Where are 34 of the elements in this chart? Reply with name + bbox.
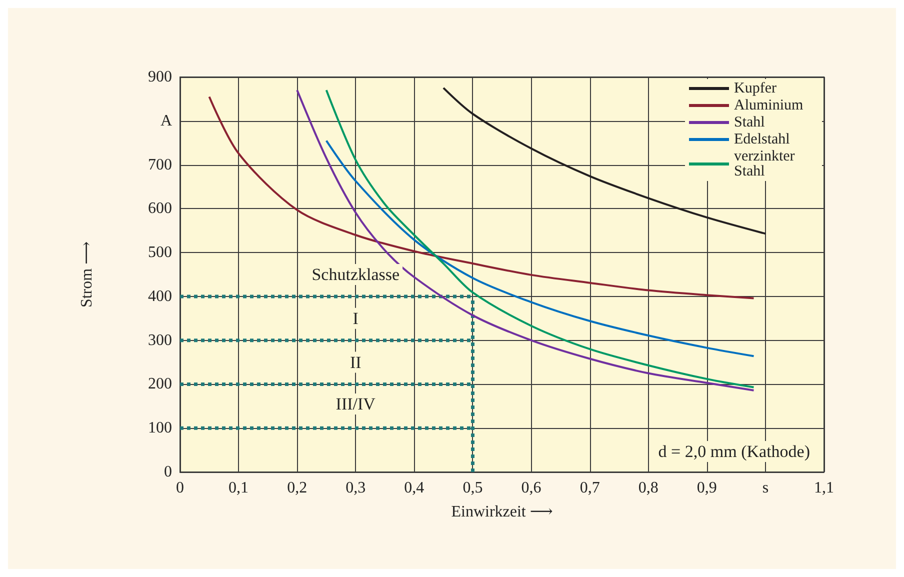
legend-label: Edelstahl: [734, 132, 790, 148]
annotation: II: [350, 352, 362, 372]
legend-label: Aluminium: [734, 98, 804, 114]
annotation: Schutzklasse: [312, 265, 400, 284]
annotation: I: [352, 308, 359, 328]
y-tick-label: A: [160, 112, 172, 130]
annotation: d = 2,0 mm (Kathode): [658, 442, 810, 461]
annotation: III/IV: [336, 394, 376, 414]
x-tick-label: 0,9: [696, 480, 717, 496]
y-tick-label: 900: [148, 68, 172, 86]
y-tick-label: 600: [148, 200, 172, 218]
y-axis-title: Strom ⟶: [78, 241, 96, 308]
y-tick-label: 700: [148, 156, 172, 174]
x-tick-label: 1,1: [814, 480, 834, 496]
x-tick-label: 0,5: [462, 480, 483, 496]
y-tick-label: 300: [148, 332, 172, 349]
x-tick-label: 0: [176, 480, 184, 496]
x-tick-label: s: [762, 480, 769, 496]
x-tick-label: 0,6: [521, 480, 542, 496]
legend-label: Stahl: [734, 114, 765, 130]
y-tick-label: 400: [148, 288, 172, 305]
legend-label: verzinkter Stahl: [734, 148, 799, 180]
x-tick-label: 0,2: [287, 480, 308, 496]
x-tick-label: 0,4: [404, 480, 424, 496]
legend-label: Kupfer: [734, 80, 776, 96]
x-axis-title: Einwirkzeit ⟶: [451, 504, 553, 520]
y-tick-label: 0: [164, 464, 172, 480]
x-tick-label: 0,3: [346, 480, 366, 496]
y-tick-label: 100: [148, 420, 172, 437]
x-tick-label: 0,8: [638, 480, 658, 496]
y-tick-label: 200: [148, 376, 172, 393]
x-tick-label: 0,7: [580, 480, 600, 496]
y-tick-label: 500: [148, 244, 172, 262]
x-tick-label: 0,1: [228, 480, 249, 496]
